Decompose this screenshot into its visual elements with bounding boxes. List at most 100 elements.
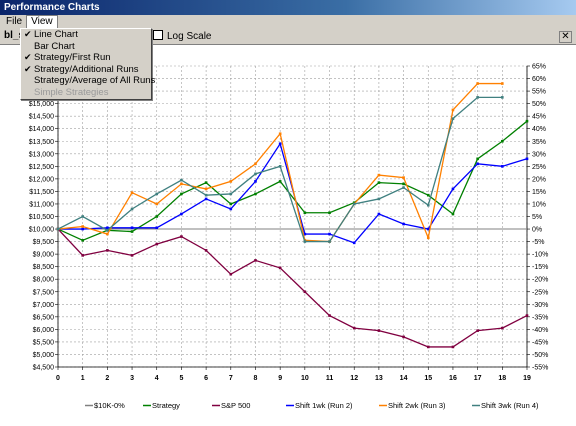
y-right-tick-label: 30% (532, 151, 546, 158)
menu-bar: File View (0, 15, 576, 29)
data-point (155, 226, 159, 230)
performance-chart: $4,500 -55% $5,000 -50% $5,500 -45% $6,000 -40%… (0, 45, 576, 426)
menu-view[interactable]: View (26, 15, 58, 29)
close-icon: ✕ (561, 31, 570, 42)
data-point (377, 329, 381, 332)
data-point (476, 82, 479, 85)
data-point (328, 314, 331, 317)
data-point (130, 226, 134, 230)
log-scale-toggle[interactable]: Log Scale (153, 30, 211, 42)
data-point (476, 96, 479, 99)
y-right-tick-label: -30% (532, 302, 548, 309)
y-tick-label: $12,000 (29, 176, 54, 183)
view-menu-item-label: Strategy/First Run (34, 52, 111, 63)
window-title: Performance Charts (4, 2, 100, 13)
data-point (426, 236, 430, 240)
data-point (204, 197, 208, 201)
y-right-tick-label: 40% (532, 126, 546, 133)
data-point (328, 211, 331, 215)
data-point (254, 162, 257, 166)
plot-area (58, 66, 527, 367)
data-point (402, 176, 405, 179)
y-right-tick-label: -50% (532, 352, 548, 359)
log-scale-label: Log Scale (167, 31, 212, 42)
y-right-tick-label: -35% (532, 314, 548, 321)
y-tick-label: $7,000 (33, 302, 55, 309)
data-point (81, 225, 84, 228)
strategy-selector-label[interactable]: bl_s (4, 30, 25, 41)
data-point (180, 182, 183, 186)
menu-file[interactable]: File (6, 16, 23, 27)
close-chart-button[interactable]: ✕ (559, 31, 572, 43)
view-menu-item[interactable]: Strategy/Average of All Runs (21, 75, 155, 87)
data-point (303, 211, 307, 215)
y-tick-label: $13,500 (29, 139, 54, 146)
y-right-tick-label: -10% (532, 252, 548, 259)
x-tick-label: 15 (424, 375, 432, 382)
x-tick-label: 7 (229, 375, 233, 382)
legend-label: Shift 2wk (Run 3) (388, 401, 446, 410)
y-right-tick-label: 35% (532, 139, 546, 146)
data-point (377, 173, 381, 177)
data-point (180, 212, 183, 216)
data-point (81, 239, 84, 242)
x-tick-label: 9 (278, 375, 282, 382)
y-tick-label: $15,000 (29, 101, 54, 108)
y-tick-label: $8,000 (33, 277, 55, 284)
data-point (501, 165, 504, 168)
data-point (426, 193, 430, 197)
data-point (402, 222, 405, 226)
y-right-tick-label: 25% (532, 164, 546, 171)
log-scale-checkbox[interactable] (153, 30, 163, 40)
data-point (352, 326, 356, 330)
data-point (525, 119, 529, 123)
y-tick-label: $11,000 (29, 201, 54, 208)
data-point (352, 241, 356, 245)
view-menu-item[interactable]: Bar Chart (21, 41, 151, 53)
data-point (278, 142, 282, 146)
data-point (377, 212, 381, 216)
data-point (254, 180, 257, 183)
view-menu-item-label: Simple Strategies (34, 86, 109, 98)
view-menu-item[interactable]: ✔ Strategy/First Run (21, 52, 151, 64)
checkmark-icon: ✔ (24, 29, 32, 39)
data-point (303, 290, 307, 294)
data-point (106, 249, 109, 252)
x-tick-label: 18 (498, 375, 506, 382)
data-point (501, 96, 504, 99)
series-line (57, 120, 528, 242)
legend-label: S&P 500 (221, 401, 250, 410)
y-tick-label: $4,500 (33, 365, 55, 372)
y-right-tick-label: -25% (532, 289, 548, 296)
x-tick-label: 19 (523, 375, 531, 382)
view-menu-item-label: Line Chart (34, 29, 78, 40)
data-point (130, 230, 134, 233)
checkmark-icon: ✔ (24, 52, 32, 62)
legend-label: Shift 1wk (Run 2) (295, 401, 353, 410)
x-tick-label: 10 (301, 375, 309, 382)
data-point (254, 259, 257, 262)
window-title-bar: Performance Charts (0, 0, 576, 15)
data-point (402, 182, 405, 186)
y-tick-label: $10,000 (29, 227, 54, 234)
y-right-tick-label: 0% (532, 227, 542, 234)
data-point (106, 228, 109, 232)
data-point (451, 187, 455, 191)
data-point (229, 180, 233, 183)
y-right-tick-label: 5% (532, 214, 542, 221)
y-right-tick-label: 20% (532, 176, 546, 183)
y-tick-label: $13,000 (29, 151, 54, 158)
data-point (180, 192, 183, 196)
data-point (81, 215, 84, 218)
data-point (204, 193, 208, 197)
x-tick-label: 6 (204, 375, 208, 382)
data-point (204, 181, 208, 184)
view-menu-item[interactable]: ✔ Line Chart (21, 29, 151, 41)
y-right-tick-label: 65% (532, 64, 546, 71)
data-point (254, 192, 257, 196)
view-menu-item: Simple Strategies (21, 87, 151, 99)
data-point (426, 203, 430, 207)
data-point (81, 254, 84, 257)
view-menu-item[interactable]: ✔ Strategy/Additional Runs (21, 64, 151, 76)
legend-label: Strategy (152, 401, 180, 410)
